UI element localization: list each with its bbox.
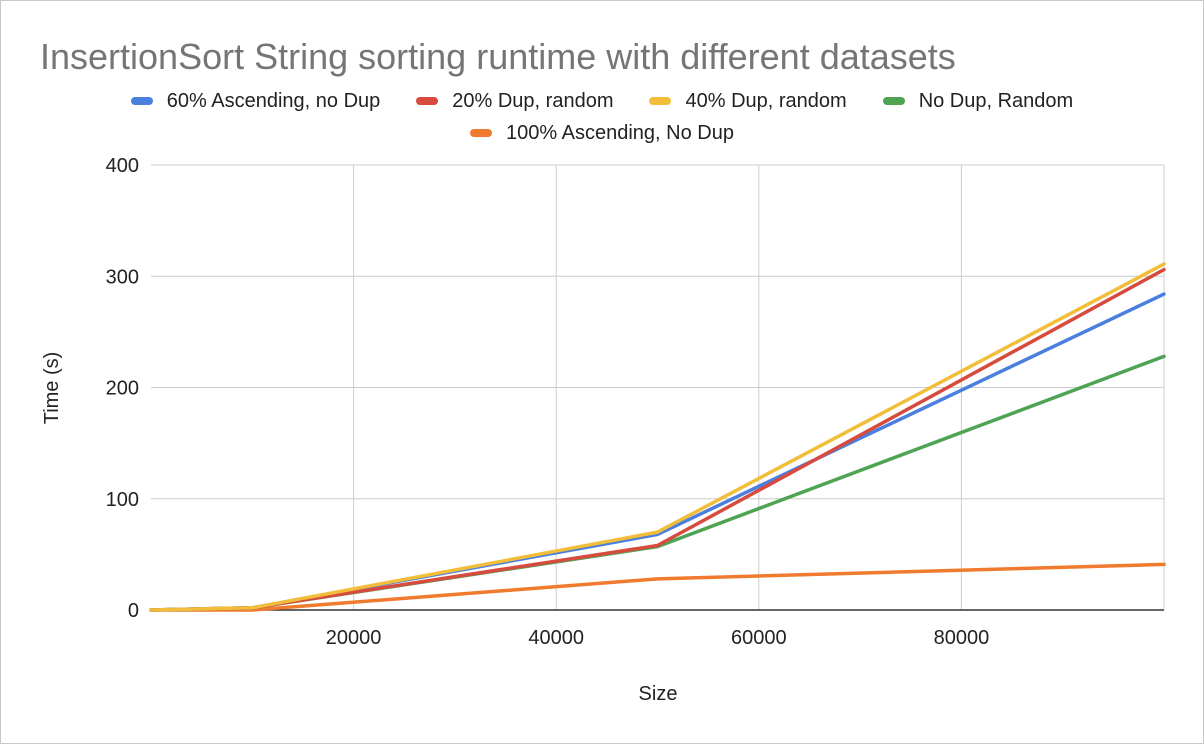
series-line <box>149 562 1166 612</box>
x-tick-label: 40000 <box>528 627 584 649</box>
y-tick-label: 100 <box>106 489 139 511</box>
legend-swatch <box>649 97 672 105</box>
x-tick-label: 60000 <box>731 627 787 649</box>
y-tick-label: 300 <box>106 266 139 288</box>
grid-layer <box>151 164 1165 610</box>
legend-label: 100% Ascending, No Dup <box>506 121 734 144</box>
chart-title: InsertionSort String sorting runtime wit… <box>40 36 956 77</box>
series-line <box>149 354 1166 612</box>
legend-swatch <box>416 97 439 105</box>
legend-swatch <box>130 97 153 105</box>
legend-item[interactable]: 40% Dup, random <box>649 89 847 113</box>
legend-label: 40% Dup, random <box>685 89 847 112</box>
legend-item[interactable]: 60% Ascending, no Dup <box>130 89 381 113</box>
legend-item[interactable]: No Dup, Random <box>882 89 1074 113</box>
x-axis-title: Size <box>639 683 678 705</box>
legend-swatch <box>882 97 905 105</box>
y-tick-label: 0 <box>128 600 139 622</box>
series-layer <box>149 262 1166 612</box>
legend-label: 20% Dup, random <box>452 89 614 112</box>
legend: 60% Ascending, no Dup 20% Dup, random 40… <box>0 86 1204 150</box>
legend-item[interactable]: 20% Dup, random <box>416 90 613 113</box>
axis-layer: 0 100 200 300 400 20000 40000 60000 80000 <box>106 155 1164 649</box>
legend-label: 60% Ascending, no Dup <box>166 89 381 112</box>
y-tick-label: 400 <box>106 155 139 177</box>
legend-row-2: 100% Ascending, No Dup <box>0 118 1204 148</box>
y-tick-label: 200 <box>106 378 139 400</box>
series-line <box>149 262 1166 612</box>
x-tick-label: 20000 <box>326 627 382 649</box>
x-tick-label: 80000 <box>934 627 990 649</box>
series-line <box>149 292 1166 612</box>
y-axis-title: Time (s) <box>41 352 63 425</box>
series-line <box>149 267 1166 612</box>
legend-item[interactable]: 100% Ascending, No Dup <box>470 122 734 145</box>
legend-label: No Dup, Random <box>918 89 1074 112</box>
legend-swatch <box>470 129 493 137</box>
legend-row-1: 60% Ascending, no Dup 20% Dup, random 40… <box>0 86 1204 116</box>
